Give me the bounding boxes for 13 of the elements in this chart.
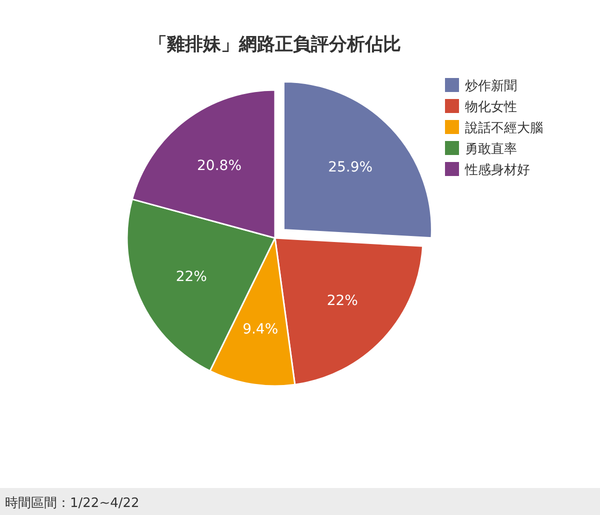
- legend-label: 勇敢直率: [465, 141, 517, 157]
- data-label: 20.8%: [197, 158, 242, 174]
- legend-label: 性感身材好: [464, 163, 530, 178]
- slice: 25.9%: [282, 81, 432, 239]
- chart-title: 「雞排妹」網路正負評分析佔比: [149, 34, 401, 55]
- slice: 20.8%: [131, 89, 276, 239]
- legend-label: 炒作新聞: [465, 79, 517, 94]
- legend-label: 物化女性: [465, 100, 517, 115]
- legend-label: 說話不經大腦: [465, 121, 543, 136]
- data-label: 25.9%: [328, 160, 373, 176]
- data-label: 22%: [176, 268, 207, 285]
- text: 時間區間：1/22~4/22: [5, 496, 140, 511]
- data-label: 22%: [326, 293, 358, 310]
